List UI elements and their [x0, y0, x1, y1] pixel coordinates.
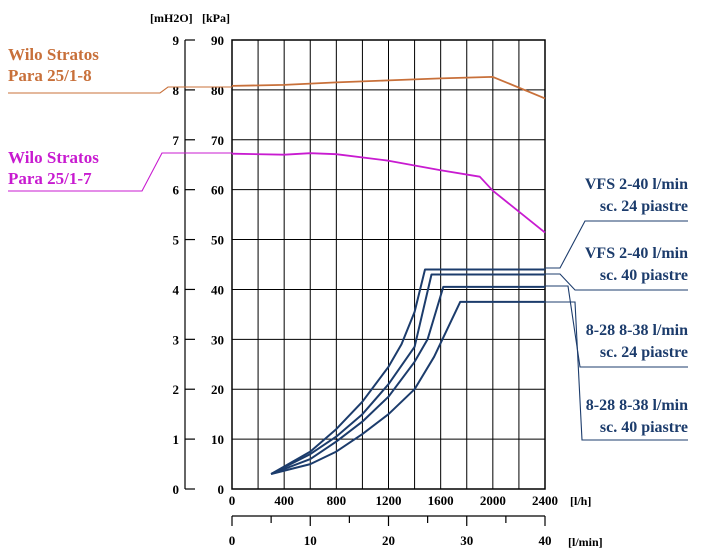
series-curve-6 — [270, 300, 545, 475]
unit-flow-lmin-label: [l/min] — [568, 535, 603, 549]
series-label-6: sc. 40 piastre — [600, 419, 688, 436]
kpa-axis-tick-label: 0 — [218, 482, 225, 497]
kpa-axis-tick-label: 10 — [211, 432, 224, 447]
kpa-axis-tick-label: 70 — [211, 133, 224, 148]
series-label-2: Wilo Stratos — [8, 148, 99, 167]
series-label-1: Wilo Stratos — [8, 45, 99, 64]
series-label-2: Para 25/1-7 — [8, 169, 92, 188]
flow-lh-tick-label: 400 — [274, 493, 294, 508]
left-axis-tick-label: 9 — [173, 33, 180, 48]
unit-pressure-label: [kPa] — [202, 11, 230, 25]
chart-series — [231, 76, 546, 475]
series-label-5: 8-28 8-38 l/min — [586, 322, 688, 339]
flow-lh-tick-label: 2400 — [532, 493, 558, 508]
flow-lh-tick-label: 2000 — [480, 493, 506, 508]
series-leader-line-6 — [545, 301, 688, 441]
flow-lmin-tick-label: 20 — [382, 533, 395, 548]
series-curve-4 — [270, 273, 545, 475]
series-leader-line-1 — [8, 86, 232, 94]
kpa-axis-tick-label: 90 — [211, 33, 224, 48]
flow-lh-tick-label: 800 — [327, 493, 347, 508]
chart-labels: Wilo Stratos Para 25/1-8 Wilo Stratos Para … — [8, 45, 688, 441]
flow-lmin-tick-label: 30 — [460, 533, 473, 548]
series-leader-line-2 — [8, 152, 232, 192]
series-curve-2 — [231, 152, 546, 234]
kpa-axis-tick-label: 50 — [211, 233, 224, 248]
unit-flow-lh-label: [l/h] — [570, 494, 591, 508]
kpa-axis-tick-label: 20 — [211, 382, 224, 397]
series-curve-5 — [270, 285, 545, 475]
chart-grid — [231, 39, 546, 490]
left-axis-tick-label: 7 — [173, 133, 180, 148]
left-axis-tick-label: 1 — [173, 432, 180, 447]
series-label-4: VFS 2-40 l/min — [585, 245, 688, 262]
flow-lmin-tick-label: 10 — [304, 533, 317, 548]
series-label-3: VFS 2-40 l/min — [585, 176, 688, 193]
series-leader-line-4 — [545, 273, 688, 291]
series-curve-1 — [231, 76, 546, 100]
unit-head-label: [mH2O] — [150, 11, 193, 25]
flow-lmin-tick-label: 0 — [229, 533, 236, 548]
left-axis-tick-label: 5 — [173, 233, 180, 248]
left-axis-tick-label: 3 — [173, 332, 180, 347]
series-label-1: Para 25/1-8 — [8, 66, 92, 85]
series-label-6: 8-28 8-38 l/min — [586, 397, 688, 414]
series-label-5: sc. 24 piastre — [600, 344, 688, 361]
series-label-4: sc. 40 piastre — [600, 267, 688, 284]
kpa-axis-tick-label: 30 — [211, 332, 224, 347]
axis-units: [mH2O] [kPa] [l/h] [l/min] — [150, 11, 603, 549]
left-axis-tick-label: 2 — [173, 382, 180, 397]
flow-lh-tick-label: 0 — [229, 493, 236, 508]
kpa-axis-tick-label: 80 — [211, 83, 224, 98]
left-axis-tick-label: 6 — [173, 183, 180, 198]
series-leader-line-5 — [545, 285, 688, 368]
series-leader-line-3 — [545, 220, 688, 269]
plot-frame — [231, 39, 546, 490]
series-curve-3 — [270, 268, 545, 475]
left-axis-tick-label: 0 — [173, 482, 180, 497]
kpa-axis-tick-label: 40 — [211, 282, 224, 297]
series-label-3: sc. 24 piastre — [600, 198, 688, 215]
flow-lmin-tick-label: 40 — [539, 533, 552, 548]
left-axis-tick-label: 4 — [173, 282, 180, 297]
flow-lh-tick-label: 1200 — [376, 493, 402, 508]
kpa-axis-tick-label: 60 — [211, 183, 224, 198]
left-axis-tick-label: 8 — [173, 83, 180, 98]
flow-lh-tick-label: 1600 — [428, 493, 454, 508]
